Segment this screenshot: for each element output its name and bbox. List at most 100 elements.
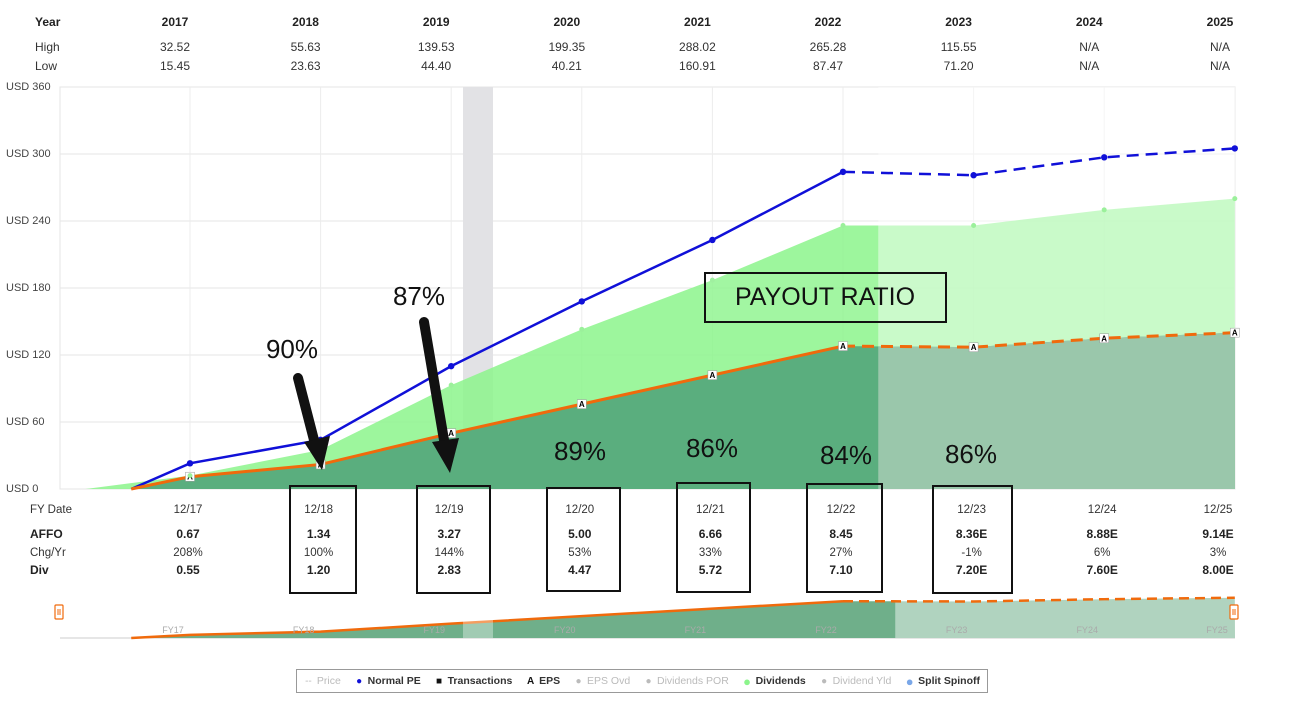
legend-label: Normal PE [367, 675, 421, 687]
legend-item-split-spinoff[interactable]: ● Split Spinoff [905, 674, 980, 689]
header-high: N/A [1079, 40, 1099, 54]
legend-label: Split Spinoff [918, 675, 980, 687]
legend-item-eps-ovd[interactable]: ● EPS Ovd [574, 675, 630, 687]
legend-item-dividends-por[interactable]: ● Dividends POR [644, 675, 729, 687]
affo-label: AFFO [30, 527, 63, 541]
y-tick-label: USD 60 [6, 416, 45, 428]
navigator-shade [463, 592, 493, 638]
legend-symbol-icon: ● [575, 675, 582, 687]
ratio-2018: 90% [266, 334, 318, 364]
affo-value: 6.66 [699, 527, 723, 541]
header-year: 2025 [1207, 15, 1234, 29]
navigator-label: FY22 [815, 625, 837, 635]
chg-value: 33% [699, 547, 722, 559]
legend-item-dividends[interactable]: ● Dividends [743, 674, 806, 689]
header-year: 2022 [815, 15, 842, 29]
div-value: 8.00E [1202, 563, 1233, 577]
affo-value: 8.36E [956, 527, 987, 541]
chg-value: 27% [829, 547, 852, 559]
y-tick-label: USD 240 [6, 215, 51, 227]
div-value: 4.47 [568, 563, 592, 577]
header-year: 2024 [1076, 15, 1103, 29]
dividend-point [709, 277, 715, 283]
payout-ratio-label: PAYOUT RATIO [735, 283, 915, 311]
legend-label: Transactions [447, 675, 513, 687]
dividend-point [579, 326, 585, 332]
ratio-2023: 86% [945, 439, 997, 469]
legend-item-eps[interactable]: A EPS [526, 675, 560, 687]
legend-item-normal-pe[interactable]: ● Normal PE [355, 675, 421, 687]
normal-pe-point [970, 172, 977, 179]
legend-symbol-icon: ● [821, 675, 828, 687]
header-year: 2018 [292, 15, 319, 29]
legend-symbol-icon: ● [645, 675, 652, 687]
navigator-label: FY17 [162, 625, 184, 635]
navigator-label: FY23 [946, 625, 968, 635]
eps-forecast-line [842, 331, 1235, 349]
navigator-label: FY18 [293, 625, 315, 635]
eps-marker-label: A [840, 342, 846, 351]
dividend-point [448, 382, 454, 388]
navigator-handle-left[interactable] [54, 604, 64, 620]
legend-label: EPS Ovd [587, 675, 631, 687]
navigator-label: FY24 [1076, 625, 1098, 635]
x-tick-label: 12/21 [696, 504, 725, 516]
header-high: 32.52 [160, 40, 190, 54]
header-low: 87.47 [813, 59, 843, 73]
chart-legend: -- Price ● Normal PE ■ Transactions A EPS ● EPS O… [296, 669, 988, 693]
affo-value: 1.34 [307, 527, 331, 541]
dividend-point [1101, 207, 1107, 213]
legend-symbol-icon: ● [905, 673, 914, 689]
chg-value: 53% [568, 547, 591, 559]
highlight-box-2019 [416, 485, 491, 594]
eps-marker-label: A [448, 429, 454, 438]
eps-marker [707, 370, 718, 380]
legend-symbol-icon: ● [356, 675, 363, 687]
x-tick-label: 12/22 [827, 504, 856, 516]
navigator-forecast [895, 592, 1235, 638]
header-year: 2021 [684, 15, 711, 29]
arrow-2019 [419, 317, 459, 473]
legend-symbol-icon: A [527, 675, 535, 687]
payout-ratio-box [704, 272, 947, 323]
navigator-handle-right[interactable] [1229, 604, 1239, 620]
normal-pe-point [1231, 145, 1239, 152]
legend-symbol-icon: -- [305, 675, 312, 687]
chg-value: 100% [304, 547, 333, 559]
chg-value: 208% [173, 547, 202, 559]
x-tick-label: 12/19 [435, 504, 464, 516]
div-value: 5.72 [699, 563, 723, 577]
normal-pe-point [709, 236, 716, 244]
x-tick-label: 12/23 [957, 504, 986, 516]
div-value: 7.60E [1087, 563, 1118, 577]
legend-item-dividend-yld[interactable]: ● Dividend Yld [820, 675, 892, 687]
x-tick-label: 12/25 [1204, 504, 1233, 516]
legend-symbol-icon: ■ [436, 675, 443, 687]
navigator-label: FY21 [685, 625, 707, 635]
header-low: 71.20 [944, 59, 974, 73]
eps-marker-label: A [579, 400, 585, 409]
legend-label: Dividends POR [657, 675, 729, 687]
legend-item-price[interactable]: -- Price [304, 675, 341, 687]
ratio-2019: 87% [393, 281, 445, 311]
price-range-header: Year High Low 2017 32.52 15.45 2018 55.63 23.63 2… [35, 15, 1234, 73]
x-tick-label: 12/20 [565, 504, 594, 516]
legend-label: Dividend Yld [832, 675, 892, 687]
affo-value: 5.00 [568, 527, 592, 541]
eps-marker-label: A [971, 343, 977, 352]
legend-item-transactions[interactable]: ■ Transactions [435, 675, 513, 687]
normal-pe-point [1101, 154, 1108, 161]
header-high: 115.55 [941, 40, 977, 54]
header-high: 199.35 [548, 40, 585, 54]
chg-label: Chg/Yr [30, 547, 66, 559]
range-navigator[interactable]: FY17 FY18 FY19 FY20 FY21 FY22 FY23 FY24 FY25 [54, 592, 1239, 640]
eps-marker-label: A [1232, 329, 1238, 338]
ratio-2022: 84% [820, 440, 872, 470]
highlight-box-2020 [546, 487, 621, 592]
year-label: Year [35, 15, 61, 29]
y-tick-label: USD 0 [6, 483, 38, 495]
div-value: 7.20E [956, 563, 987, 577]
eps-forecast-area [878, 332, 1235, 489]
dividend-point [840, 222, 846, 228]
y-tick-label: USD 180 [6, 282, 51, 294]
